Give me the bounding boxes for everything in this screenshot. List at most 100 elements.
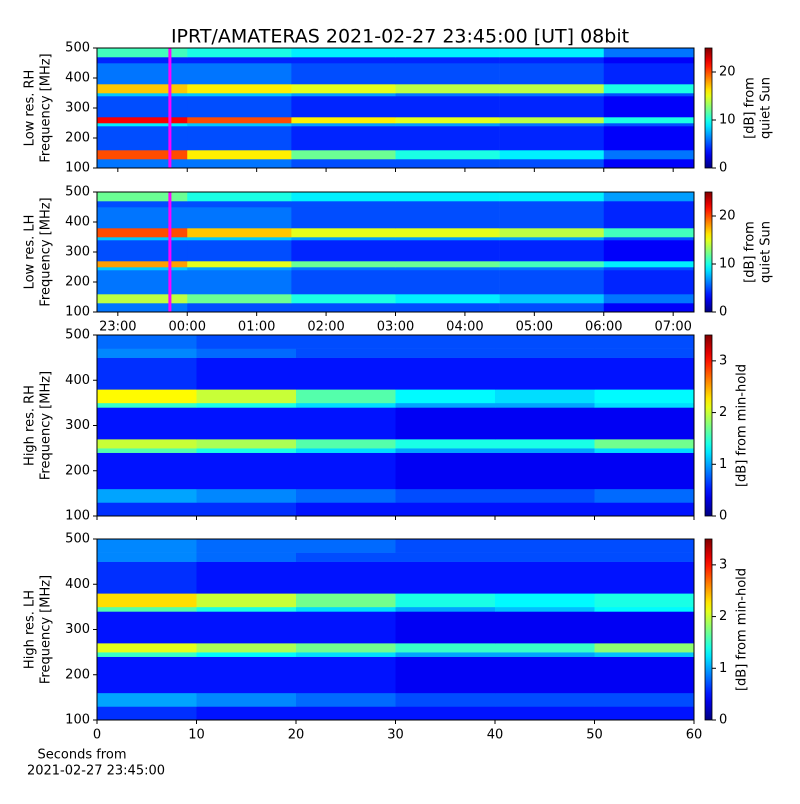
heat-cell [395,207,500,229]
heat-cell [97,539,197,553]
heat-cell [97,201,188,208]
x-tick-label: 03:00 [377,320,414,335]
heat-cell [594,611,695,644]
heat-cell [395,407,496,440]
heat-cell [97,348,197,358]
heat-cell [395,656,496,694]
heat-cell [499,96,605,118]
colorbar [704,538,713,721]
heat-cell [97,48,188,58]
heat-cell [187,267,292,271]
heat-cell [495,706,595,721]
heat-cell [97,126,188,151]
y-tick-label: 100 [65,305,90,320]
heat-cell [594,552,695,562]
heat-cell [603,126,695,151]
heat-cell [97,561,197,594]
colorbar-tick-label: 1 [719,661,727,676]
heat-cell [291,267,396,271]
y-axis-label: Low res. RH [23,70,38,147]
heat-cell [97,237,188,241]
heat-cell [395,240,500,262]
x-tick-label: 01:00 [238,320,275,335]
heat-cell [495,407,595,440]
heat-cell [97,294,188,304]
heat-cell [187,237,292,241]
colorbar-tick-label: 0 [719,161,727,176]
y-axis-label: High res. LH [23,590,38,669]
heat-cell [395,228,500,238]
heat-cell [291,261,396,268]
heat-cell [594,652,695,657]
heat-cell [187,93,292,97]
heat-cell [499,267,605,271]
colorbar-tick-label: 10 [719,113,736,128]
heat-cell [395,159,500,169]
heat-cell [291,237,396,241]
heat-cell [499,294,605,304]
heat-cell [499,126,605,151]
x-tick-label: 60 [686,728,703,743]
x-tick-label: 50 [586,728,603,743]
heat-cell [97,96,188,118]
heat-cell [495,402,595,408]
x-tick-label: 05:00 [516,320,553,335]
y-tick-label: 500 [65,532,90,547]
heat-cell [97,159,188,169]
heat-cell [395,267,500,271]
heat-cell [499,207,605,229]
heat-cell [291,84,396,94]
heat-cell [187,126,292,151]
heat-cell [594,561,695,594]
heat-cell [499,63,605,85]
heat-cell [603,63,695,85]
heat-cell [395,692,496,707]
heat-cell [196,652,297,657]
heat-cell [196,552,297,562]
y-tick-label: 300 [65,101,90,116]
y-axis-label: Frequency [MHz] [39,575,54,684]
heat-cell [603,294,695,304]
heat-cell [495,439,595,449]
heat-cell [296,561,396,594]
heat-cell [296,539,396,553]
heat-cell [187,48,292,58]
heat-cell [97,706,197,721]
heat-cell [594,389,695,404]
heat-cell [499,93,605,97]
heat-cell [499,57,605,64]
heat-cell [196,593,297,608]
heat-cell [603,48,695,58]
heat-cell [196,706,297,721]
heat-cell [395,237,500,241]
heat-cell [97,267,188,271]
heat-cell [291,270,396,295]
heat-cell [395,452,496,490]
heat-cell [291,123,396,127]
heat-cell [594,606,695,612]
heat-cell [187,57,292,64]
heat-cell [296,606,396,612]
heat-cell [603,261,695,268]
heat-cell [395,57,500,64]
heat-cell [495,606,595,612]
heat-cell [97,240,188,262]
heat-cell [97,606,197,612]
heat-cell [395,192,500,202]
heat-cell [296,706,396,721]
y-axis-label: High res. RH [23,385,38,466]
heat-cell [395,606,496,612]
heat-cell [291,207,396,229]
heat-cell [291,303,396,313]
heat-cell [196,439,297,449]
heat-cell [196,402,297,408]
x-tick-label: 0 [93,728,101,743]
heat-cell [97,402,197,408]
heat-cell [291,57,396,64]
heat-cell [296,652,396,657]
y-axis-label: Frequency [MHz] [39,53,54,162]
heat-cell [495,335,595,349]
heat-cell [603,150,695,160]
heat-cell [499,240,605,262]
heat-cell [291,96,396,118]
